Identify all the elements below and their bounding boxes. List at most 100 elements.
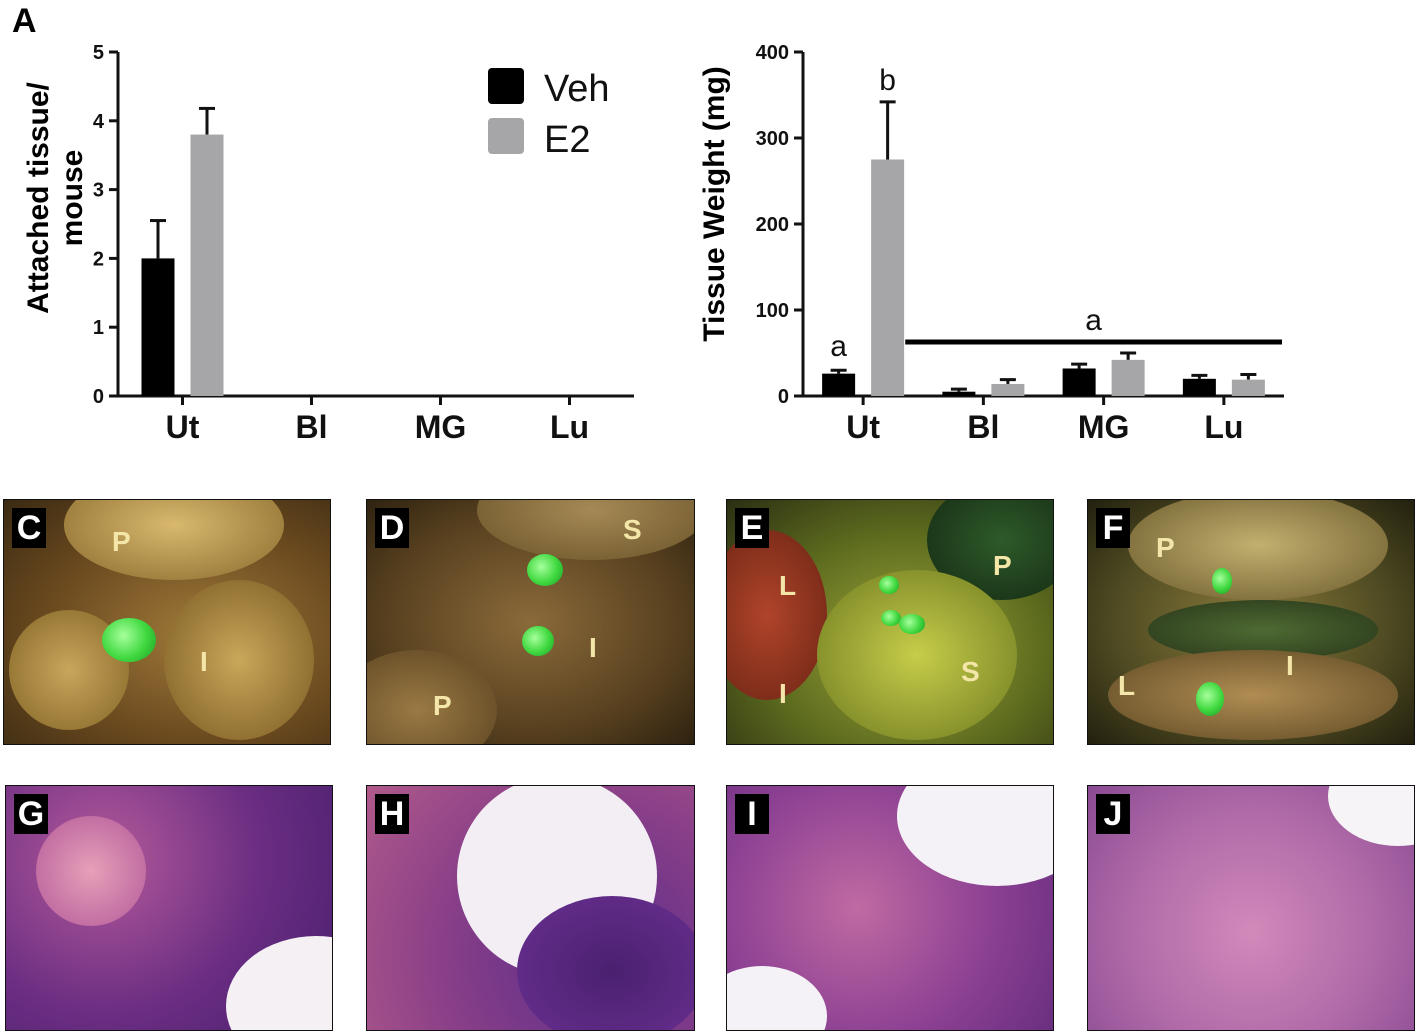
histology-panel-j: J xyxy=(1087,785,1415,1031)
significance-letter: a xyxy=(1085,304,1102,337)
y-tick-label: 0 xyxy=(93,386,104,408)
panel-tag-e: E xyxy=(735,508,769,548)
x-tick-label: Bl xyxy=(967,409,999,445)
stroma-region xyxy=(36,816,146,926)
lumen-region xyxy=(897,786,1053,886)
x-tick-label: Bl xyxy=(296,409,328,445)
bars-b xyxy=(822,100,1265,396)
significance-letter: b xyxy=(879,64,896,97)
lesion-blob xyxy=(879,576,899,594)
panel-tag-c: C xyxy=(12,508,46,548)
organ-label: P xyxy=(433,690,452,721)
bar-e2 xyxy=(991,383,1025,396)
x-tick-label: MG xyxy=(1078,409,1130,445)
panel-label-a: A xyxy=(12,2,37,40)
organ-label: I xyxy=(779,678,787,709)
bars-a xyxy=(141,106,224,396)
organ-label: S xyxy=(623,514,642,545)
y-tick-label: 100 xyxy=(756,300,789,322)
y-tick-label: 300 xyxy=(756,128,789,150)
legend-label-e2: E2 xyxy=(544,119,590,161)
tissue-fold xyxy=(64,500,284,580)
organ-label: I xyxy=(200,646,208,677)
y-tick-label: 400 xyxy=(756,42,789,64)
histology-panel-i: I xyxy=(726,785,1054,1031)
panel-tag-h: H xyxy=(375,794,409,834)
organ-label: L xyxy=(1118,670,1136,701)
photo-panel-f: F P L I xyxy=(1087,499,1415,745)
y-tick-label: 0 xyxy=(778,386,789,408)
panel-tag-f: F xyxy=(1096,508,1130,548)
panel-tag-g: G xyxy=(14,794,48,834)
photo-panel-d: D S I P xyxy=(366,499,695,745)
panel-tag-j: J xyxy=(1096,794,1130,834)
lesion-blob xyxy=(522,626,554,656)
lesion-blob xyxy=(899,614,925,634)
photo-panel-c: C P I xyxy=(3,499,331,745)
y-tick-label: 200 xyxy=(756,214,789,236)
y-tick-label: 1 xyxy=(93,317,104,339)
y-tick-label: 4 xyxy=(93,111,105,133)
tissue-fold xyxy=(1108,650,1398,740)
x-tick-label: MG xyxy=(415,409,467,445)
panel-tag-i: I xyxy=(735,794,769,834)
legend-label-veh: Veh xyxy=(544,68,610,110)
organ-label: P xyxy=(112,526,131,557)
bar-veh xyxy=(141,258,175,396)
y-tick-label: 3 xyxy=(93,180,104,202)
tissue-fold xyxy=(164,580,314,740)
legend-a: Veh E2 xyxy=(488,68,610,161)
x-tick-label: Ut xyxy=(846,409,880,445)
tissue-fold xyxy=(477,500,694,560)
y-axis-label: Attached tissue/ xyxy=(22,81,55,313)
histology-panel-h: H xyxy=(366,785,695,1031)
y-tick-label: 5 xyxy=(93,42,104,64)
legend-swatch-e2 xyxy=(488,118,524,154)
y-label-b: Tissue Weight (mg) xyxy=(700,66,731,342)
significance-letter: a xyxy=(830,330,847,363)
bar-veh xyxy=(942,391,976,396)
y-axis-label: Tissue Weight (mg) xyxy=(700,66,731,342)
x-ticks-a: Ut Bl MG Lu xyxy=(166,396,589,445)
y-axis-label: mouse xyxy=(56,150,89,247)
organ-label: S xyxy=(961,656,980,687)
tissue-fold xyxy=(727,530,827,700)
y-tick-label: 2 xyxy=(93,248,104,270)
legend-swatch-veh xyxy=(488,68,524,104)
bar-veh xyxy=(1182,378,1216,396)
x-tick-label: Ut xyxy=(166,409,200,445)
histology-panel-g: G xyxy=(5,785,333,1031)
organ-label: L xyxy=(779,570,797,601)
organ-label: I xyxy=(589,632,597,663)
lumen-region xyxy=(226,936,332,1030)
bar-e2 xyxy=(871,159,905,396)
lumen-region xyxy=(727,966,827,1030)
organ-label: P xyxy=(993,550,1012,581)
lesion-blob xyxy=(1196,682,1224,716)
bar-veh xyxy=(822,373,856,396)
tissue-fold xyxy=(367,650,497,744)
bar-veh xyxy=(1062,368,1096,396)
y-label-a: Attached tissue/mouse xyxy=(22,81,89,313)
cell-cluster xyxy=(517,896,694,1030)
lesion-blob xyxy=(1212,568,1232,594)
bar-e2 xyxy=(190,134,224,396)
lumen-region xyxy=(1328,786,1414,846)
organ-label: I xyxy=(1286,650,1294,681)
bar-e2 xyxy=(1111,359,1145,396)
photo-panel-e: E L P S I xyxy=(726,499,1054,745)
annotations-b: a b a xyxy=(830,64,1282,363)
lesion-blob xyxy=(527,554,563,586)
tissue-fold xyxy=(817,570,1017,740)
organ-label: P xyxy=(1156,532,1175,563)
x-ticks-b: Ut Bl MG Lu xyxy=(846,396,1243,445)
tissue-fold xyxy=(1128,500,1388,600)
lesion-blob xyxy=(102,618,156,662)
panel-tag-d: D xyxy=(375,508,409,548)
x-tick-label: Lu xyxy=(550,409,589,445)
bar-e2 xyxy=(1231,379,1265,396)
x-tick-label: Lu xyxy=(1204,409,1243,445)
lesion-blob xyxy=(881,610,901,626)
